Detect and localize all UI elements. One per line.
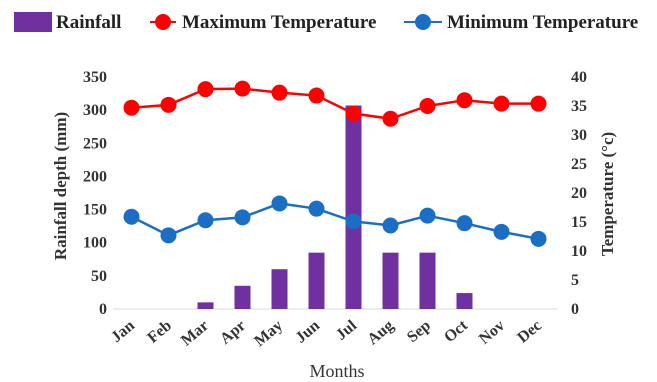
x-tick-label-may: May [251,317,286,350]
point-min-temp-mar [197,212,214,229]
x-tick-label-mar: Mar [178,317,212,349]
plot-area: 0 50 100 150 200 250 300 350 0 5 10 15 20 25 30 35 40 Jan… [83,69,587,350]
point-max-temp-mar [197,81,214,98]
y-tick-label-right: 40 [571,69,587,86]
x-tick-label-sep: Sep [404,317,434,346]
point-max-temp-jul [345,105,362,122]
x-tick-label-nov: Nov [476,317,508,348]
point-max-temp-jun [308,87,325,104]
legend: Rainfall Maximum Temperature Minimum Tem… [14,12,638,33]
point-max-temp-feb [160,96,177,113]
x-tick-label-jan: Jan [108,317,138,346]
x-tick-label-jun: Jun [292,317,323,347]
point-min-temp-jun [308,200,325,217]
legend-label-min-temp: Minimum Temperature [447,12,638,33]
point-min-temp-jul [345,213,362,230]
point-max-temp-apr [234,80,251,97]
point-min-temp-feb [160,227,177,244]
x-tick-label-oct: Oct [441,317,471,346]
legend-label-max-temp: Maximum Temperature [182,12,376,33]
y-tick-label-left: 0 [99,301,107,318]
legend-marker-min-temp [415,14,431,30]
point-max-temp-oct [456,92,473,109]
y-tick-label-left: 300 [83,102,107,119]
y-tick-label-right: 20 [571,185,587,202]
point-max-temp-aug [382,110,399,127]
x-tick-label-apr: Apr [217,317,249,348]
y-tick-label-right: 35 [571,98,587,115]
y-tick-label-left: 250 [83,135,107,152]
point-max-temp-sep [419,98,436,114]
x-axis-title: Months [309,361,364,381]
y-tick-label-right: 10 [571,243,587,260]
y-tick-label-right: 15 [571,214,587,231]
y-tick-label-right: 25 [571,156,587,173]
bar-rainfall-mar [197,302,214,309]
legend-marker-max-temp [155,14,171,30]
point-max-temp-may [271,84,288,101]
point-min-temp-oct [456,215,473,232]
y-tick-label-left: 150 [83,202,107,219]
bar-rainfall-aug [382,252,399,309]
point-max-temp-jan [123,99,140,116]
point-min-temp-sep [419,207,436,224]
y-tick-label-left: 200 [83,168,107,185]
x-tick-label-dec: Dec [514,317,545,347]
bar-rainfall-apr [234,285,251,309]
y-tick-label-left: 350 [83,69,107,86]
legend-label-rainfall: Rainfall [56,12,121,33]
point-min-temp-aug [382,217,399,234]
y-axis-title-left: Rainfall depth (mm) [51,112,70,260]
bar-rainfall-may [271,269,288,309]
y-tick-label-left: 50 [91,268,107,285]
point-max-temp-dec [530,95,547,112]
y-tick-label-left: 100 [83,235,107,252]
y-tick-label-right: 5 [571,272,579,289]
bar-rainfall-jun [308,252,325,309]
bar-rainfall-jul [345,105,362,309]
point-min-temp-apr [234,209,251,226]
point-min-temp-may [271,195,288,212]
bar-rainfall-sep [419,252,436,309]
point-min-temp-nov [493,223,510,240]
y-axis-title-right: Temperature (°c) [598,132,617,256]
x-tick-label-jul: Jul [333,317,361,344]
y-tick-label-right: 0 [571,301,579,318]
point-max-temp-nov [493,95,510,112]
point-min-temp-jan [123,208,140,225]
y-tick-label-right: 30 [571,127,587,144]
legend-swatch-rainfall [14,12,52,32]
point-min-temp-dec [530,230,547,247]
line-min-temp [130,202,539,241]
x-tick-label-aug: Aug [364,317,397,348]
line-max-temp [131,87,539,121]
x-tick-label-feb: Feb [144,317,175,347]
bar-rainfall-oct [456,293,473,309]
